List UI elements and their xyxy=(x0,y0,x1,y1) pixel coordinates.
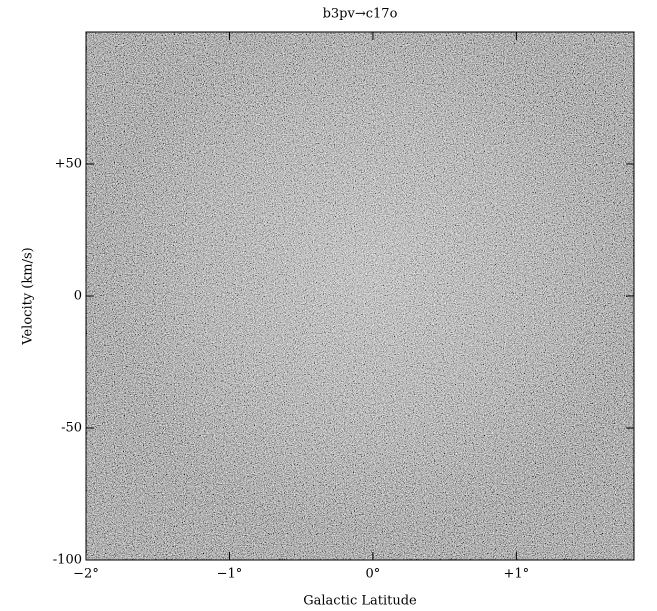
x-axis-label: Galactic Latitude xyxy=(303,594,417,609)
plot-area xyxy=(85,31,635,561)
y-tick-label: +50 xyxy=(55,157,82,172)
y-tick-label: 0 xyxy=(74,289,82,304)
x-tick-label: +1° xyxy=(504,567,530,582)
y-tick-label: -50 xyxy=(61,421,82,436)
chart-title: b3pv→c17o xyxy=(323,7,398,22)
x-tick-label: 0° xyxy=(366,567,381,582)
x-tick-label: −1° xyxy=(217,567,243,582)
y-axis-label: Velocity (km/s) xyxy=(21,247,36,345)
emission-glow xyxy=(86,32,634,560)
y-tick-label: -100 xyxy=(53,553,82,568)
x-tick-label: −2° xyxy=(73,567,99,582)
